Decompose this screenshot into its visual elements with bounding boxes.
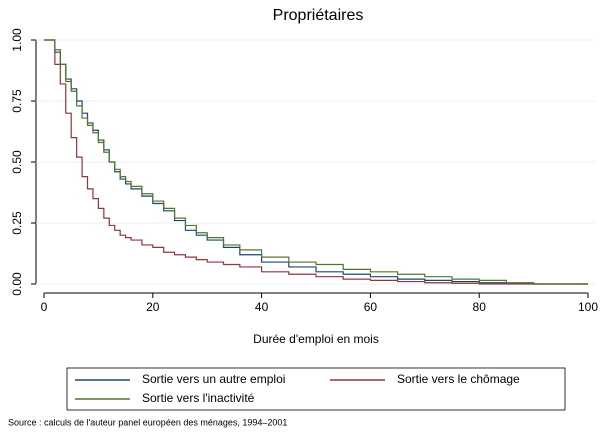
y-tick-label: 0.75 — [10, 89, 24, 113]
legend-label: Sortie vers le chômage — [397, 372, 520, 386]
legend-label: Sortie vers un autre emploi — [142, 372, 285, 386]
source-note: Source : calculs de l'auteur panel europ… — [8, 417, 287, 427]
x-tick-label: 80 — [473, 300, 487, 314]
y-tick-label: 0.50 — [10, 150, 24, 174]
y-tick-label: 0.00 — [10, 272, 24, 296]
legend-box — [66, 367, 566, 411]
y-tick-label: 1.00 — [10, 28, 24, 52]
x-tick-label: 40 — [255, 300, 269, 314]
x-tick-label: 0 — [41, 300, 48, 314]
chart-title: Propriétaires — [273, 7, 364, 24]
survival-curve — [44, 39, 588, 285]
y-tick-label: 0.25 — [10, 211, 24, 235]
x-tick-label: 100 — [578, 300, 598, 314]
legend-label: Sortie vers l'inactivité — [142, 391, 255, 405]
x-axis-label: Durée d'emploi en mois — [253, 332, 379, 346]
x-tick-label: 60 — [364, 300, 378, 314]
survival-curve — [44, 39, 588, 285]
x-tick-label: 20 — [146, 300, 160, 314]
